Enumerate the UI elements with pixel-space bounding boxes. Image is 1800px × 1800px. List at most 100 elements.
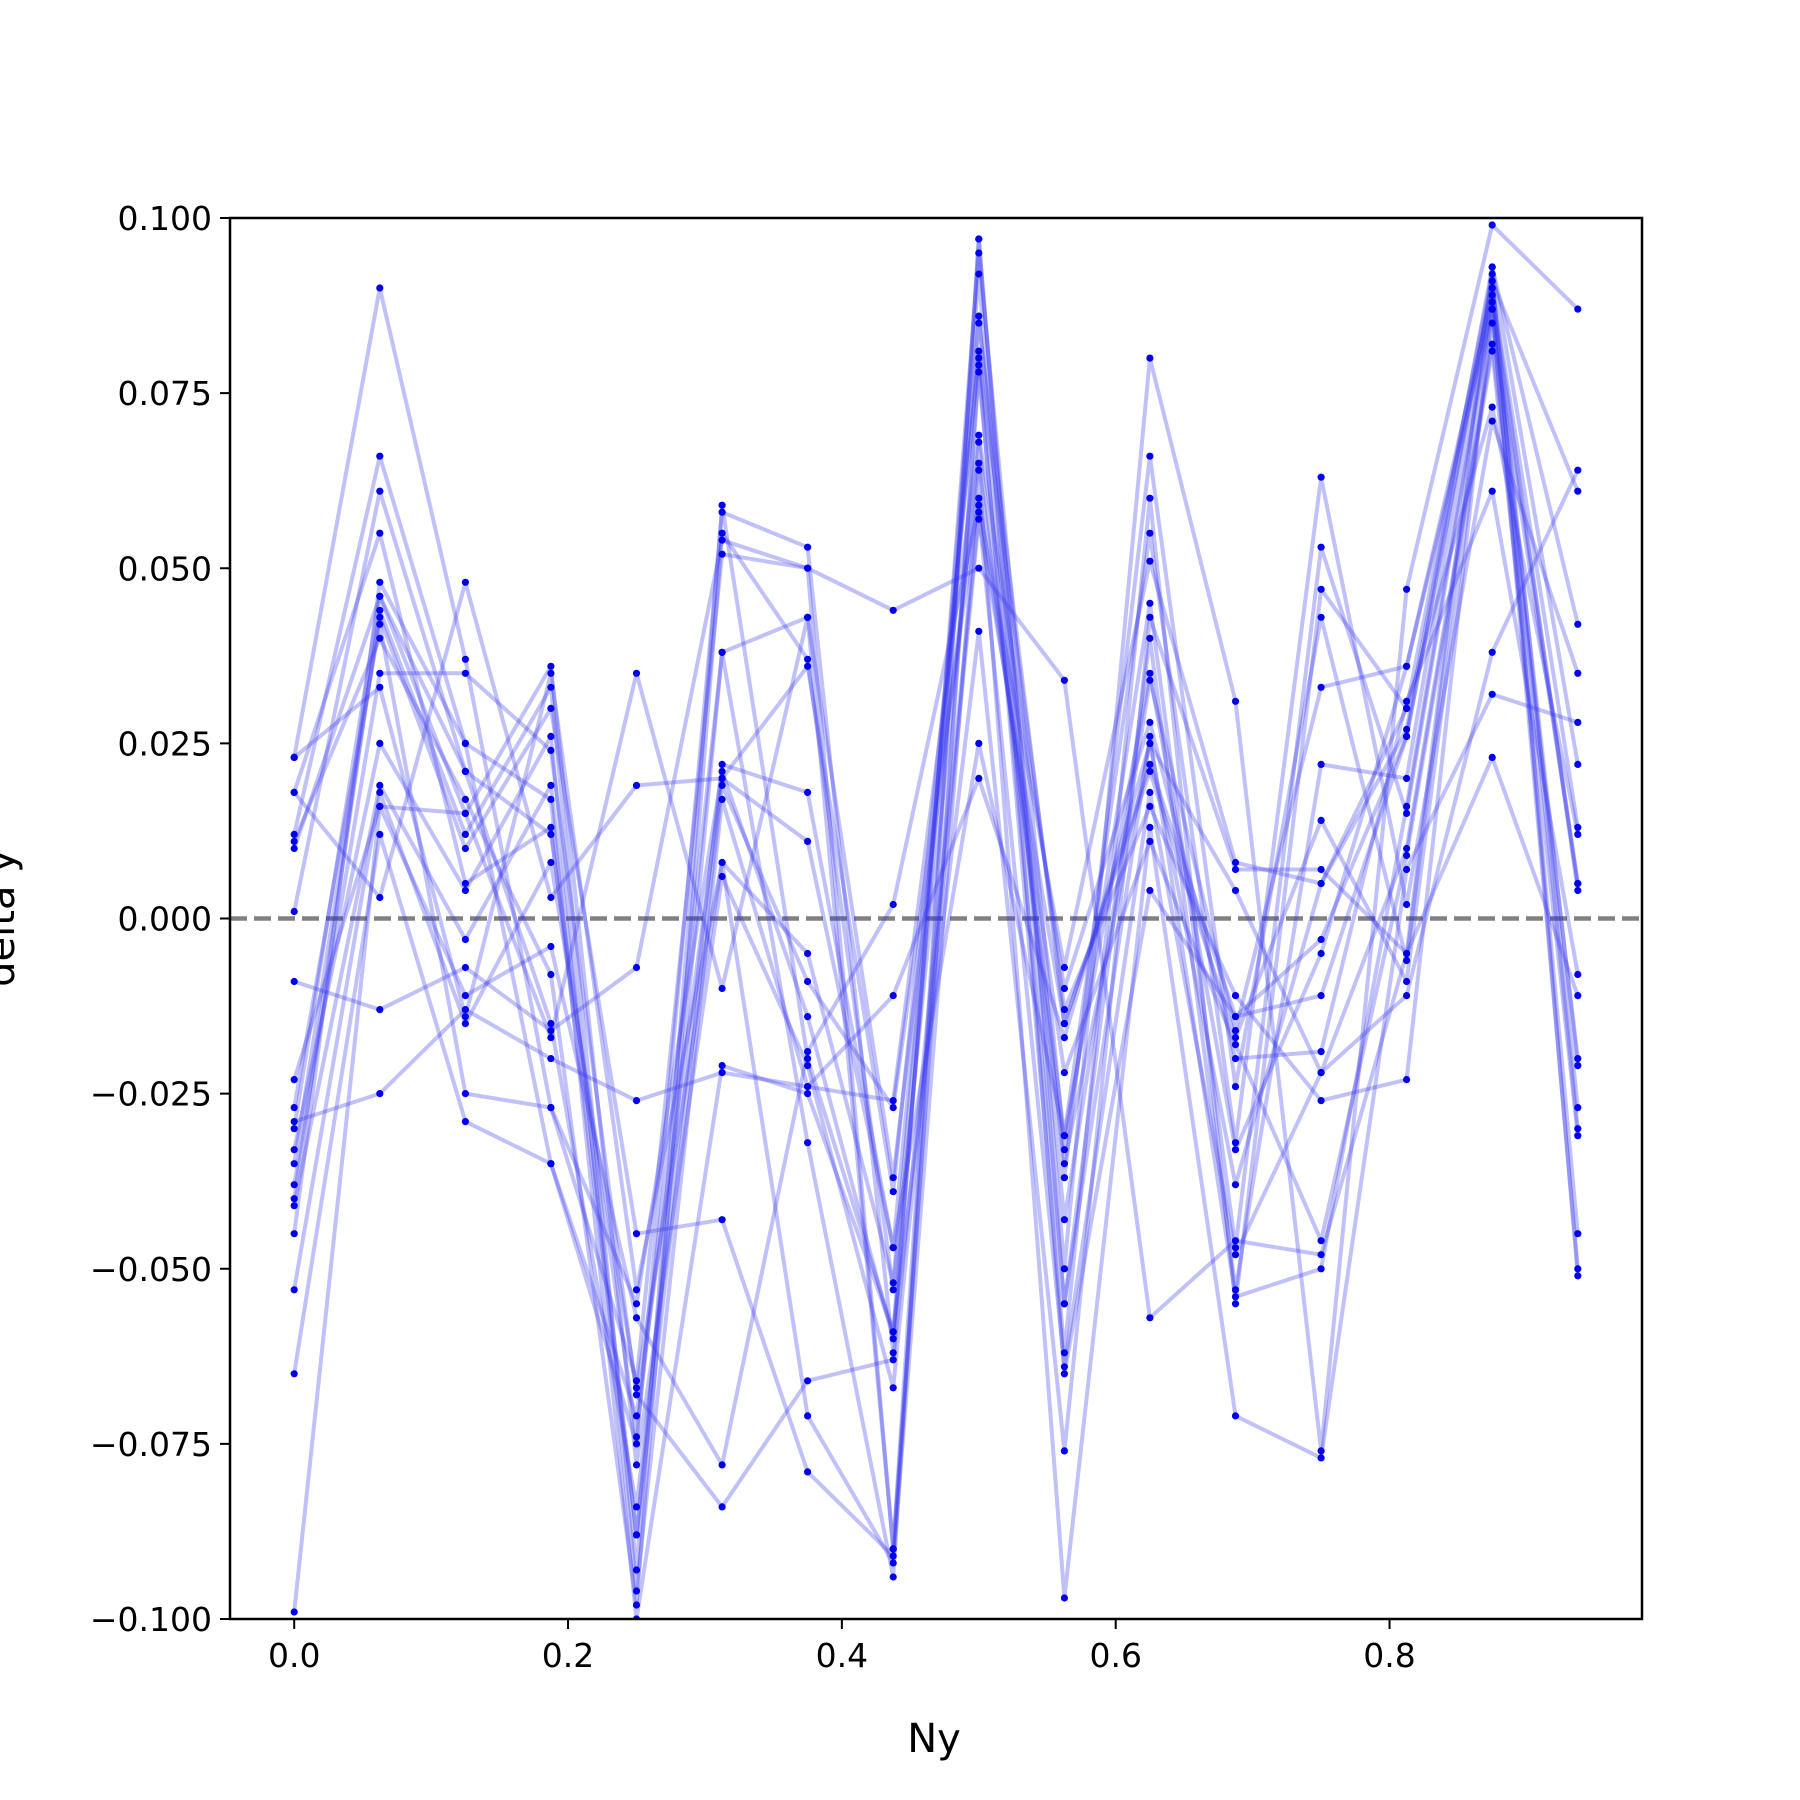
data-point	[1317, 879, 1325, 888]
data-point	[1060, 1006, 1068, 1014]
data-point	[718, 508, 726, 516]
data-point	[1060, 1300, 1068, 1308]
data-point	[376, 634, 384, 642]
data-point	[1488, 648, 1496, 656]
data-point	[1403, 725, 1411, 734]
series-line-16	[292, 272, 1580, 1376]
data-point	[889, 1104, 897, 1112]
data-point	[1403, 956, 1411, 965]
data-point	[1146, 676, 1154, 684]
data-point	[975, 774, 983, 783]
data-point	[376, 578, 384, 586]
data-point	[632, 1314, 641, 1322]
data-point	[1317, 1069, 1325, 1077]
data-point	[461, 795, 469, 804]
y-tick-label: −0.100	[90, 1600, 212, 1639]
data-point	[1231, 1244, 1240, 1252]
y-tick-label: −0.050	[90, 1250, 212, 1289]
data-point	[1231, 858, 1240, 867]
series-line-1	[292, 286, 1580, 1551]
data-point	[461, 992, 469, 1000]
data-point	[376, 781, 384, 790]
data-point	[632, 1097, 641, 1105]
data-point	[1231, 1286, 1240, 1294]
data-point	[290, 753, 298, 762]
data-point	[1317, 1237, 1325, 1245]
data-point	[632, 1377, 641, 1385]
data-point	[1574, 886, 1582, 895]
data-point	[718, 781, 726, 790]
data-point	[1060, 1132, 1068, 1140]
data-point	[718, 795, 726, 804]
data-point	[1574, 1230, 1582, 1238]
x-axis-label: Ny	[907, 1716, 961, 1762]
data-point	[1574, 1055, 1582, 1063]
series-line-10	[292, 279, 1580, 1467]
y-tick-label: 0.075	[118, 374, 212, 413]
data-point	[632, 1286, 641, 1294]
series-line-11	[292, 433, 1580, 1593]
data-point	[1403, 851, 1411, 860]
data-point	[1146, 767, 1154, 776]
data-point	[975, 361, 983, 369]
data-point	[1060, 1363, 1068, 1371]
data-point	[632, 669, 641, 677]
data-point	[547, 704, 555, 713]
data-point	[1574, 718, 1582, 727]
data-point	[1146, 557, 1154, 565]
data-point	[290, 1286, 298, 1294]
data-point	[1060, 1447, 1068, 1455]
data-point	[547, 970, 555, 979]
data-point	[376, 1006, 384, 1014]
data-point	[975, 319, 983, 327]
data-point	[975, 515, 983, 523]
series-line-7	[292, 419, 1580, 1537]
data-point	[718, 767, 726, 776]
data-point	[1146, 452, 1154, 460]
data-point	[1060, 1594, 1068, 1602]
series-line-5	[292, 265, 1580, 1607]
series-line-12	[292, 349, 1580, 1537]
data-point	[1488, 403, 1496, 411]
data-point	[889, 1552, 897, 1560]
data-point	[632, 1503, 641, 1511]
data-point	[975, 249, 983, 257]
data-point	[889, 1559, 897, 1567]
data-point	[632, 781, 641, 790]
data-point	[547, 1027, 555, 1035]
data-point	[1317, 683, 1325, 691]
data-point	[1146, 837, 1154, 846]
data-point	[804, 1062, 812, 1070]
x-tick-label: 0.6	[1089, 1636, 1141, 1675]
data-point	[718, 501, 726, 509]
data-point	[547, 795, 555, 804]
data-point	[1060, 1265, 1068, 1273]
data-point	[1574, 879, 1582, 888]
data-point	[975, 312, 983, 320]
data-point	[1403, 585, 1411, 593]
data-point	[1060, 1034, 1068, 1042]
data-point	[1146, 760, 1154, 769]
data-point	[376, 592, 384, 600]
data-point	[290, 1370, 298, 1378]
data-point	[1574, 620, 1582, 628]
data-point	[1146, 529, 1154, 537]
data-point	[632, 1566, 641, 1574]
data-point	[1231, 1034, 1240, 1042]
data-point	[290, 1104, 298, 1112]
data-point	[1146, 823, 1154, 832]
data-point	[804, 564, 812, 572]
y-tick-label: 0.000	[118, 900, 212, 939]
data-point	[1231, 1300, 1240, 1308]
series-lines	[292, 223, 1580, 1619]
data-point	[461, 963, 469, 972]
data-point	[376, 620, 384, 628]
data-point	[1574, 970, 1582, 979]
data-point	[718, 648, 726, 656]
data-point	[1403, 704, 1411, 713]
data-point	[290, 977, 298, 986]
series-line-22	[292, 223, 1580, 1551]
data-point	[1488, 340, 1496, 348]
data-point	[461, 1006, 469, 1014]
x-tick-label: 0.0	[268, 1636, 320, 1675]
